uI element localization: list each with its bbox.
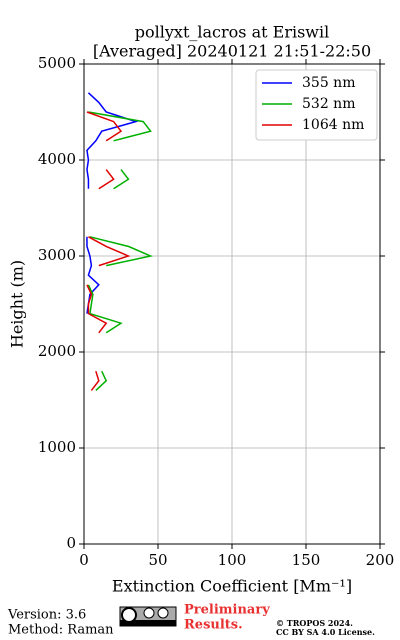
profile-line bbox=[89, 236, 154, 267]
y-tick-label: 0 bbox=[66, 534, 76, 552]
chart-title: pollyxt_lacros at Eriswil bbox=[135, 23, 329, 42]
y-tick-label: 4000 bbox=[38, 150, 76, 168]
y-axis-label: Height (m) bbox=[8, 260, 27, 348]
x-tick-label: 100 bbox=[218, 551, 247, 569]
legend-box bbox=[255, 69, 378, 141]
profile-line bbox=[95, 370, 108, 391]
profile-line bbox=[90, 370, 100, 391]
preliminary: Preliminary bbox=[184, 603, 270, 618]
version: Version: 3.6 bbox=[7, 608, 86, 623]
profile-line bbox=[86, 284, 108, 334]
x-tick-label: 0 bbox=[79, 551, 89, 569]
x-tick-label: 50 bbox=[148, 551, 167, 569]
legend-label: 532 nm bbox=[302, 96, 355, 112]
profile-line bbox=[88, 111, 152, 142]
profile-line bbox=[86, 111, 123, 142]
profile-line bbox=[98, 169, 115, 190]
x-tick-label: 150 bbox=[292, 551, 321, 569]
profile-line bbox=[88, 236, 131, 267]
legend-label: 355 nm bbox=[302, 75, 355, 91]
cc-logo bbox=[119, 606, 177, 627]
profile-line bbox=[113, 169, 130, 190]
chart-title: [Averaged] 20240121 21:51-22:50 bbox=[93, 42, 371, 61]
x-axis-label: Extinction Coefficient [Mm⁻¹] bbox=[112, 577, 352, 596]
x-tick-label: 200 bbox=[366, 551, 395, 569]
preliminary: Results. bbox=[184, 618, 243, 633]
copyright: CC BY SA 4.0 License. bbox=[276, 627, 375, 637]
copyright: © TROPOS 2024. bbox=[276, 618, 353, 628]
legend-label: 1064 nm bbox=[302, 117, 364, 133]
y-tick-label: 1000 bbox=[38, 438, 76, 456]
method: Method: Raman bbox=[8, 623, 114, 638]
y-tick-label: 5000 bbox=[38, 54, 76, 72]
plot-frame bbox=[83, 63, 381, 545]
profile-line bbox=[87, 284, 123, 334]
y-tick-label: 3000 bbox=[38, 246, 76, 264]
y-tick-label: 2000 bbox=[38, 342, 76, 360]
profile-line bbox=[86, 92, 139, 189]
